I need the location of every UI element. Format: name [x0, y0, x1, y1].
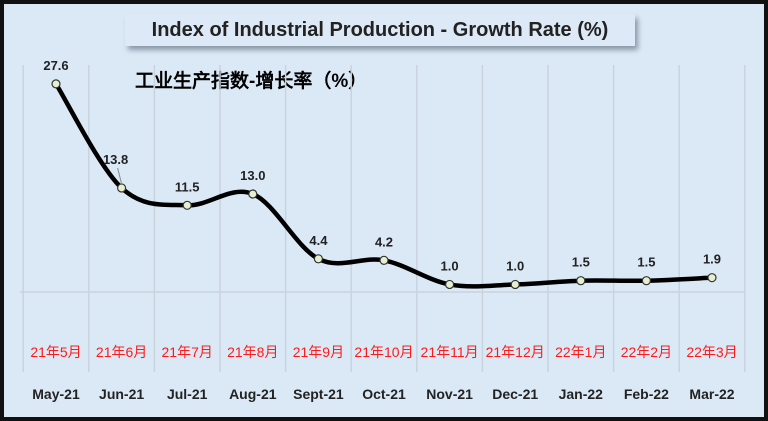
data-label: 4.4 [309, 233, 328, 248]
x-tick-label-cn: 21年10月 [354, 344, 413, 360]
data-point [641, 276, 652, 286]
data-label: 13.8 [103, 152, 128, 167]
data-label: 1.9 [703, 252, 721, 267]
x-tick-label-cn: 21年8月 [227, 344, 278, 360]
x-tick-label-cn: 22年1月 [555, 344, 606, 360]
data-point [445, 279, 455, 290]
data-point [707, 273, 717, 283]
data-point [182, 200, 192, 210]
x-tick-label: Oct-21 [362, 386, 406, 402]
data-point [510, 279, 520, 290]
x-tick-label-cn: 21年7月 [162, 344, 213, 360]
x-tick-label: Jul-21 [167, 386, 208, 402]
data-label: 13.0 [240, 168, 265, 183]
x-tick-label-cn: 21年9月 [293, 344, 344, 360]
x-tick-label-cn: 22年3月 [686, 344, 737, 360]
data-point [248, 189, 258, 199]
x-tick-label: Aug-21 [229, 386, 277, 402]
data-label: 1.0 [506, 258, 524, 273]
x-tick-label-cn: 21年12月 [486, 344, 545, 360]
x-tick-label: Nov-21 [426, 386, 473, 402]
x-tick-label: Dec-21 [492, 386, 538, 402]
data-point [379, 255, 389, 265]
data-point [51, 79, 61, 89]
data-point [116, 183, 127, 193]
x-tick-label: May-21 [32, 386, 80, 402]
data-point [576, 276, 586, 286]
x-tick-label: Jan-22 [559, 386, 604, 402]
data-label: 27.6 [43, 58, 68, 73]
x-tick-label-cn: 21年6月 [96, 344, 147, 360]
x-tick-label: Jun-21 [99, 386, 144, 402]
data-label: 11.5 [175, 179, 200, 194]
data-label-leader [117, 167, 123, 185]
data-label: 1.5 [637, 255, 655, 270]
x-tick-label-cn: 21年5月 [30, 344, 81, 360]
data-label: 1.0 [441, 258, 459, 273]
x-tick-label-cn: 22年2月 [621, 344, 672, 360]
x-tick-label: Feb-22 [624, 386, 669, 402]
x-tick-label-cn: 21年11月 [421, 344, 479, 360]
chart-title: Index of Industrial Production - Growth … [125, 14, 635, 46]
data-label: 4.2 [375, 234, 393, 249]
data-label: 1.5 [572, 255, 590, 270]
x-tick-label: Mar-22 [689, 386, 734, 402]
data-point [313, 254, 323, 264]
chart-subtitle: 工业生产指数-增长率（%） [135, 71, 368, 92]
x-tick-label: Sept-21 [293, 386, 344, 402]
series-line [54, 82, 713, 289]
